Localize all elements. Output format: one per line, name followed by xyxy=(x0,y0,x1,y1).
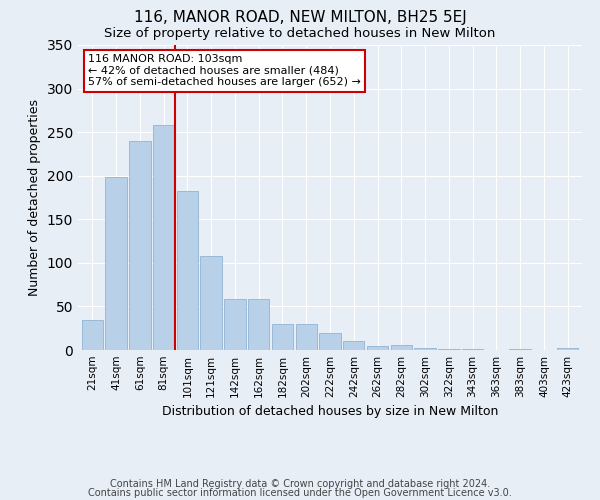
Bar xyxy=(248,298,269,350)
Bar xyxy=(509,349,531,350)
Bar xyxy=(176,190,198,350)
Bar xyxy=(415,348,436,350)
Bar xyxy=(557,348,578,350)
Bar xyxy=(367,346,388,350)
Bar xyxy=(343,342,364,350)
Bar xyxy=(129,141,151,350)
Text: Contains public sector information licensed under the Open Government Licence v3: Contains public sector information licen… xyxy=(88,488,512,498)
X-axis label: Distribution of detached houses by size in New Milton: Distribution of detached houses by size … xyxy=(162,406,498,418)
Bar xyxy=(224,298,245,350)
Text: 116, MANOR ROAD, NEW MILTON, BH25 5EJ: 116, MANOR ROAD, NEW MILTON, BH25 5EJ xyxy=(134,10,466,25)
Bar xyxy=(200,256,222,350)
Y-axis label: Number of detached properties: Number of detached properties xyxy=(28,99,41,296)
Bar xyxy=(106,178,127,350)
Text: Contains HM Land Registry data © Crown copyright and database right 2024.: Contains HM Land Registry data © Crown c… xyxy=(110,479,490,489)
Text: Size of property relative to detached houses in New Milton: Size of property relative to detached ho… xyxy=(104,28,496,40)
Bar xyxy=(319,332,341,350)
Bar xyxy=(82,320,103,350)
Text: 116 MANOR ROAD: 103sqm
← 42% of detached houses are smaller (484)
57% of semi-de: 116 MANOR ROAD: 103sqm ← 42% of detached… xyxy=(88,54,361,88)
Bar xyxy=(438,349,460,350)
Bar xyxy=(153,125,174,350)
Bar xyxy=(391,345,412,350)
Bar xyxy=(272,324,293,350)
Bar xyxy=(296,324,317,350)
Bar xyxy=(462,349,484,350)
